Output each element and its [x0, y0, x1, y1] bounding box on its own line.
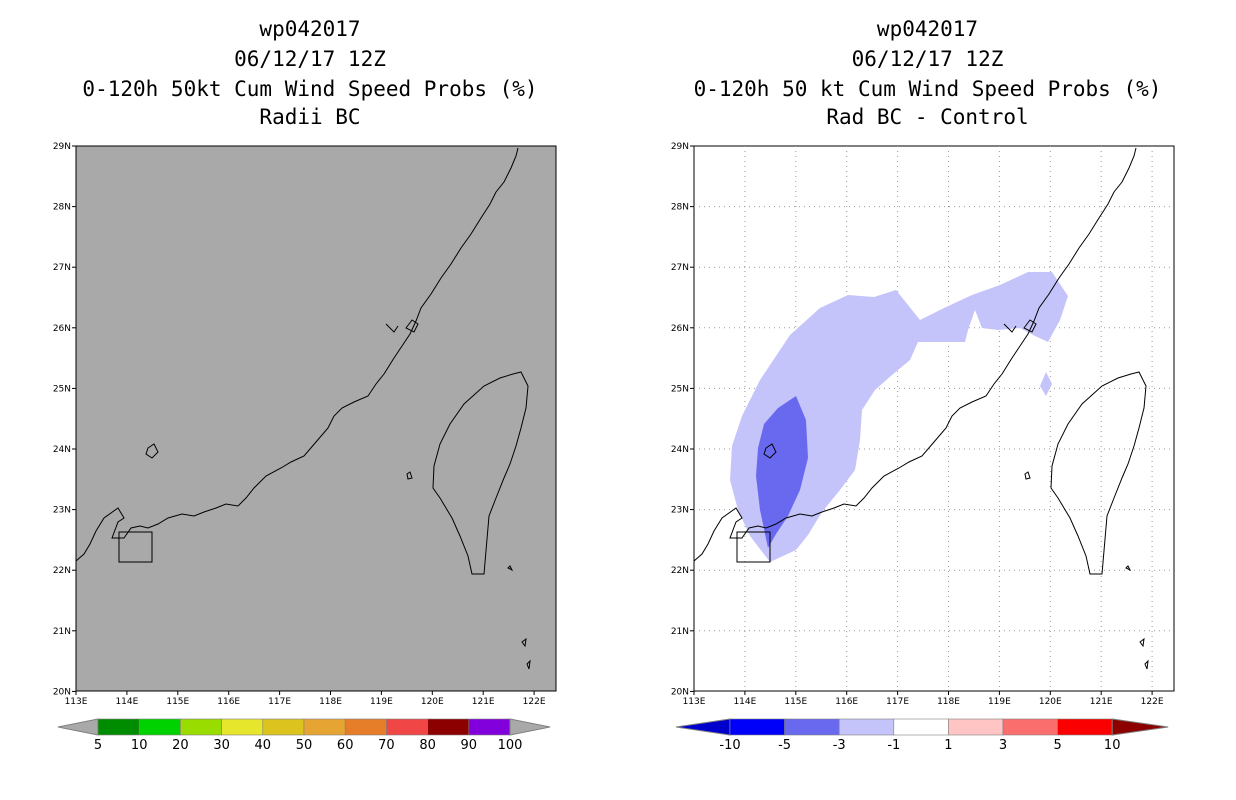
colorbar-label: 60	[337, 738, 354, 753]
right-colorbar: -10 -5 -3 -1 1 3 5 10	[676, 719, 1168, 753]
colorbar-label: 40	[255, 738, 272, 753]
right-lon-labels: 113E 114E 115E 116E 117E 118E 119E 120E 121E 122E	[683, 691, 1164, 707]
lon-label: 119E	[988, 697, 1011, 707]
lat-label: 24N	[671, 445, 689, 455]
lon-label: 116E	[217, 697, 240, 707]
lon-label: 116E	[835, 697, 858, 707]
lon-label: 122E	[1141, 697, 1164, 707]
colorbar-label: 3	[999, 738, 1007, 753]
colorbar-label: 90	[461, 738, 478, 753]
colorbar-swatch	[469, 719, 510, 735]
colorbar-label: 5	[94, 738, 102, 753]
colorbar-swatch	[180, 719, 221, 735]
colorbar-label: -1	[887, 738, 900, 753]
colorbar-swatch	[304, 719, 345, 735]
colorbar-label: 5	[1053, 738, 1061, 753]
colorbar-swatch	[98, 719, 139, 735]
colorbar-label: 10	[131, 738, 148, 753]
lat-label: 23N	[671, 506, 689, 516]
left-lat-labels: 29N 28N 27N 26N 25N 24N 23N 22N 21N 20N	[53, 142, 76, 697]
lon-label: 120E	[421, 697, 444, 707]
lat-label: 28N	[671, 203, 689, 213]
colorbar-swatch	[386, 719, 427, 735]
lon-label: 114E	[115, 697, 138, 707]
lon-label: 117E	[886, 697, 909, 707]
colorbar-swatch	[263, 719, 304, 735]
lon-label: 122E	[523, 697, 546, 707]
colorbar-label: 30	[213, 738, 230, 753]
colorbar-swatch	[894, 719, 949, 735]
colorbar-left-arrow	[676, 719, 730, 735]
left-colorbar: 5 10 20 30 40 50 60 70 80 90 100	[58, 719, 550, 753]
colorbar-swatch	[1058, 719, 1113, 735]
lat-label: 21N	[53, 627, 71, 637]
colorbar-swatch	[345, 719, 386, 735]
lat-label: 26N	[53, 324, 71, 334]
lat-label: 29N	[671, 142, 689, 152]
colorbar-label: -3	[833, 738, 846, 753]
lat-label: 27N	[53, 263, 71, 273]
colorbar-label: 10	[1104, 738, 1121, 753]
colorbar-swatch	[948, 719, 1003, 735]
lat-label: 26N	[671, 324, 689, 334]
lat-label: 20N	[53, 687, 71, 697]
colorbar-swatch	[222, 719, 263, 735]
maps-canvas: 29N28N27N26N25N24N23N22N21N20N 113E 114E 1…	[0, 0, 1236, 800]
colorbar-label: 50	[296, 738, 313, 753]
colorbar-swatch	[428, 719, 469, 735]
lon-label: 118E	[937, 697, 960, 707]
lat-label: 20N	[671, 687, 689, 697]
lat-label: 27N	[671, 263, 689, 273]
lon-label: 115E	[166, 697, 189, 707]
lat-label: 23N	[53, 506, 71, 516]
colorbar-label: 70	[378, 738, 395, 753]
colorbar-swatch	[785, 719, 840, 735]
left-map-background	[76, 146, 556, 691]
lon-label: 113E	[65, 697, 88, 707]
lon-label: 121E	[472, 697, 495, 707]
colorbar-swatch	[839, 719, 894, 735]
lon-label: 115E	[784, 697, 807, 707]
colorbar-label: -5	[778, 738, 791, 753]
colorbar-swatch	[139, 719, 180, 735]
colorbar-label: 1	[944, 738, 952, 753]
lon-label: 121E	[1090, 697, 1113, 707]
lon-label: 113E	[683, 697, 706, 707]
colorbar-right-arrow	[510, 719, 550, 735]
lat-label: 22N	[671, 566, 689, 576]
lat-label: 25N	[53, 384, 71, 394]
lat-label: 29N	[53, 142, 71, 152]
colorbar-label: 80	[419, 738, 436, 753]
lon-label: 117E	[268, 697, 291, 707]
lon-label: 114E	[733, 697, 756, 707]
lon-label: 120E	[1039, 697, 1062, 707]
colorbar-swatch	[730, 719, 785, 735]
colorbar-label: 100	[498, 738, 523, 753]
left-lon-labels: 113E 114E 115E 116E 117E 118E 119E 120E 121E 122E	[65, 691, 546, 707]
right-lat-labels: 29N 28N 27N 26N 25N 24N 23N 22N 21N 20N	[671, 142, 694, 697]
lon-label: 118E	[319, 697, 342, 707]
lat-label: 25N	[671, 384, 689, 394]
lat-label: 22N	[53, 566, 71, 576]
lon-label: 119E	[370, 697, 393, 707]
lat-label: 24N	[53, 445, 71, 455]
colorbar-label: 20	[172, 738, 189, 753]
colorbar-right-arrow	[1112, 719, 1168, 735]
lat-label: 28N	[53, 203, 71, 213]
colorbar-swatch	[1003, 719, 1058, 735]
colorbar-label: -10	[719, 738, 740, 753]
lat-label: 21N	[671, 627, 689, 637]
colorbar-left-arrow	[58, 719, 98, 735]
